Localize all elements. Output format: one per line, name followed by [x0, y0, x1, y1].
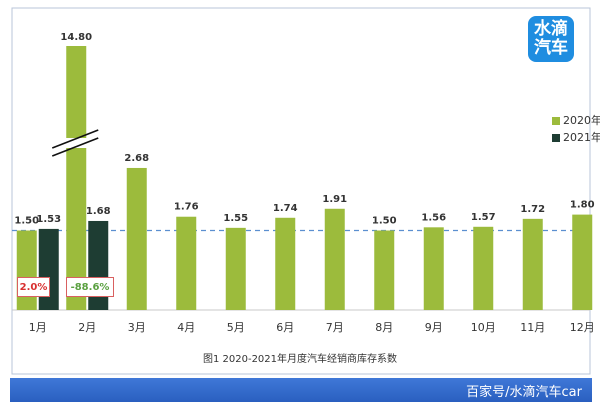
bottom-banner: 百家号/水滴汽车car: [10, 378, 592, 402]
x-tick-label-6: 6月: [276, 321, 294, 334]
axis-break-slash-1: [51, 137, 99, 157]
x-tick-label-5: 5月: [227, 321, 245, 334]
x-tick-label-2: 2月: [78, 321, 96, 334]
yoy-badge-jan: 2.0%: [17, 277, 50, 297]
chart-caption: 图1 2020-2021年月度汽车经销商库存系数: [202, 354, 398, 365]
x-tick-label-3: 3月: [128, 321, 146, 334]
value-label-2020-7: 1.91: [322, 194, 347, 205]
legend-swatch-2021: [552, 134, 560, 142]
x-tick-label-11: 11月: [520, 321, 545, 334]
value-label-2020-12: 1.80: [570, 200, 595, 211]
legend-item-2020: 2020年: [552, 112, 600, 128]
shuidi-logo: 水滴 汽车: [528, 16, 574, 62]
legend-swatch-2020: [552, 117, 560, 125]
bar-2020-1: [16, 230, 37, 310]
bar-2020-7: [324, 208, 345, 310]
value-label-2020-5: 1.55: [223, 213, 248, 224]
bar-2020-9: [423, 227, 444, 310]
bar-2020-12: [572, 214, 593, 310]
value-label-2020-3: 2.68: [124, 153, 149, 164]
value-label-2020-8: 1.50: [372, 216, 397, 227]
value-label-2020-9: 1.56: [421, 212, 446, 223]
bar-2020-8: [374, 230, 395, 310]
bar-2020-3: [126, 167, 147, 310]
bar-2020-10: [473, 226, 494, 310]
value-label-2020-10: 1.57: [471, 212, 496, 223]
bar-2020-6: [275, 217, 296, 310]
value-label-2020-6: 1.74: [273, 203, 298, 214]
axis-break-slash-2: [51, 129, 99, 149]
value-label-2020-11: 1.72: [520, 204, 545, 215]
legend-item-2021: 2021年: [552, 129, 600, 145]
value-label-2021-1: 1.53: [36, 214, 61, 225]
legend-label-2021: 2021年: [563, 131, 600, 144]
logo-text-top: 水滴: [534, 19, 568, 39]
axis-break-gap: [62, 138, 91, 148]
x-tick-label-7: 7月: [326, 321, 344, 334]
chart-border: [11, 7, 591, 375]
logo-text-bottom: 汽车: [534, 38, 568, 58]
value-label-2020-1: 1.50: [14, 216, 39, 227]
value-label-2020-4: 1.76: [174, 202, 199, 213]
value-label-2020-2: 14.80: [60, 32, 92, 43]
value-label-2021-2: 1.68: [86, 206, 111, 217]
bar-2020-5: [225, 227, 246, 310]
x-tick-label-10: 10月: [471, 321, 496, 334]
x-tick-label-4: 4月: [177, 321, 195, 334]
bar-2020-2: [66, 46, 87, 310]
legend-label-2020: 2020年: [563, 114, 600, 127]
x-tick-label-12: 12月: [570, 321, 595, 334]
bar-2020-4: [176, 216, 197, 310]
x-tick-label-1: 1月: [29, 321, 47, 334]
x-tick-label-8: 8月: [375, 321, 393, 334]
watermark-text: 百家号/水滴汽车car: [466, 385, 582, 400]
yoy-badge-feb: -88.6%: [66, 277, 114, 297]
x-tick-label-9: 9月: [425, 321, 443, 334]
bar-2020-11: [522, 218, 543, 310]
